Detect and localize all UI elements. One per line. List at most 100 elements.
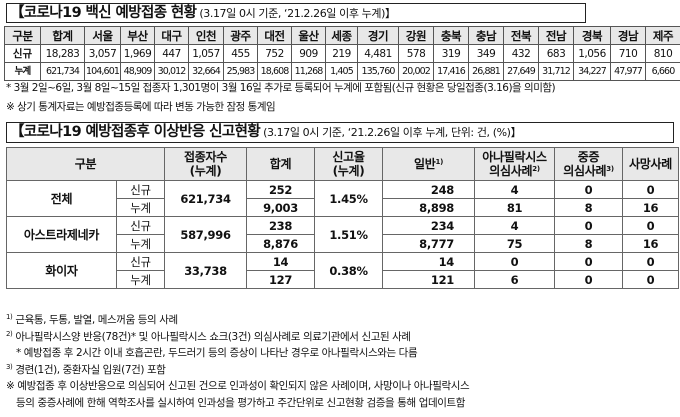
vaccinated-count: 33,738: [164, 252, 248, 289]
header-region: 제주: [645, 26, 680, 45]
table-cell: 319: [433, 44, 469, 63]
footnote-mark: 2): [6, 329, 13, 338]
header-text: 의심사례: [563, 164, 607, 178]
row-type: 누계: [115, 198, 166, 217]
death-count: 0: [622, 270, 680, 289]
section-title: 【코로나19 백신 예방접종 현황: [10, 5, 197, 21]
footnote-line: 1) 근육통, 두통, 발열, 메스꺼움 등의 사례: [6, 312, 678, 329]
table-cell: 47,977: [610, 62, 646, 81]
death-count: 0: [622, 180, 680, 199]
table-cell: 18,283: [40, 44, 85, 63]
table-row: 누계 127 121 6 0 0: [7, 270, 680, 289]
footnote-mark: 1): [6, 313, 13, 321]
general-count: 8,898: [382, 198, 476, 217]
general-count: 8,777: [382, 234, 476, 253]
section-subtitle: (3.17일 0시 기준, ‘21.2.26일 이후 누계, 단위: 건, (%…: [263, 126, 522, 139]
group-name: 아스트라제네카: [6, 216, 117, 253]
table-row: 아스트라제네카 신규 587,996 238 1.51% 234 4 0 0: [6, 216, 680, 253]
table-cell: 26,881: [468, 62, 504, 81]
footnote-line: 3) 경련(1건), 중환자실 입원(7건) 포함: [6, 362, 678, 379]
table-cell: 34,227: [573, 62, 611, 81]
header-vaccinated: 접종자수 (누계): [164, 147, 248, 181]
table-header-row: 구분 접종자수 (누계) 합계 신고율 (누계) 일반1) 아나필락시스 의심사례2)…: [5, 147, 680, 181]
header-region: 대전: [257, 26, 292, 45]
footnote-text: 근육통, 두통, 발열, 메스꺼움 등의 사례: [15, 314, 178, 326]
total-count: 8,876: [246, 234, 316, 253]
adverse-reaction-footnotes: 1) 근육통, 두통, 발열, 메스꺼움 등의 사례 2) 아나필락시스양 반응(…: [6, 312, 678, 412]
footnote-line: * 예방접종 후 2시간 이내 호흡곤란, 두드러기 등의 증상이 나타난 경우…: [6, 345, 678, 362]
table-cell: 11,268: [291, 62, 326, 81]
header-region: 충북: [433, 26, 469, 45]
total-count: 14: [246, 252, 316, 271]
footnote-line: 등의 중증사례에 한해 역학조사를 실시하여 인과성을 평가하고 주간단위로 신…: [6, 395, 678, 412]
header-general: 일반1): [382, 147, 476, 181]
anaphylaxis-count: 0: [474, 252, 556, 271]
total-count: 238: [246, 216, 316, 235]
footnote-mark: 2): [532, 165, 540, 173]
vaccination-notes: * 3월 2일~6일, 3월 8일~15일 접종자 1,301명이 3월 16일…: [6, 79, 676, 117]
section-title: 【코로나19 예방접종후 이상반응 신고현황: [10, 124, 261, 140]
row-label: 누계: [4, 62, 41, 81]
death-count: 0: [622, 252, 680, 271]
header-region: 강원: [398, 26, 434, 45]
header-region: 전남: [538, 26, 574, 45]
table-cell: 3,057: [84, 44, 121, 63]
table-cell: 25,983: [223, 62, 258, 81]
table-cell: 447: [154, 44, 189, 63]
vaccinated-count: 587,996: [164, 216, 248, 253]
table-cell: 1,969: [120, 44, 155, 63]
header-region: 전북: [503, 26, 539, 45]
table-cell: 683: [538, 44, 574, 63]
row-label: 신규: [4, 44, 41, 63]
row-type: 누계: [115, 270, 166, 289]
header-anaphylaxis: 아나필락시스 의심사례2): [474, 147, 556, 181]
table-row: 누계 8,876 8,777 75 8 16: [7, 234, 680, 253]
table-cell: 32,664: [188, 62, 224, 81]
adverse-reaction-title: 【코로나19 예방접종후 이상반응 신고현황 (3.17일 0시 기준, ‘21…: [6, 122, 674, 143]
row-type: 누계: [115, 234, 166, 253]
table-cell: 432: [503, 44, 539, 63]
header-region: 대구: [154, 26, 189, 45]
table-cell: 578: [398, 44, 434, 63]
footnote-line: ※ 예방접종 후 이상반응으로 의심되어 신고된 건으로 인과성이 확인되지 않…: [6, 378, 678, 395]
header-region: 인천: [188, 26, 224, 45]
footnote-mark: 3): [6, 362, 13, 371]
header-region: 울산: [291, 26, 326, 45]
report-rate: 0.38%: [314, 252, 384, 289]
adverse-reaction-table: 구분 접종자수 (누계) 합계 신고율 (누계) 일반1) 아나필락시스 의심사례2)…: [5, 147, 680, 289]
vaccination-table: 구분 합계 서울 부산 대구 인천 광주 대전 울산 세종 경기 강원 충북 충남 전북 전남 경북 경남 제주 신규…: [4, 26, 680, 81]
table-cell: 104,601: [84, 62, 121, 81]
header-text: 일반: [414, 157, 436, 171]
table-cell: 455: [223, 44, 258, 63]
header-text: 신고율: [332, 150, 365, 164]
header-region: 합계: [40, 26, 85, 45]
note-line: * 3월 2일~6일, 3월 8일~15일 접종자 1,301명이 3월 16일…: [6, 82, 556, 94]
death-count: 16: [622, 234, 680, 253]
note-line: ※ 상기 통계자료는 예방접종등록에 따라 변동 가능한 잠정 통계임: [6, 101, 276, 113]
general-count: 248: [382, 180, 476, 199]
footnote-text: * 예방접종 후 2시간 이내 호흡곤란, 두드러기 등의 증상이 나타난 경우…: [16, 347, 418, 360]
header-text: (누계): [189, 164, 222, 178]
total-count: 9,003: [246, 198, 316, 217]
group-name: 화이자: [6, 252, 117, 289]
total-count: 252: [246, 180, 316, 199]
table-cell: 1,056: [573, 44, 611, 63]
footnote-mark: 3): [606, 165, 614, 173]
header-text: 의심사례: [489, 164, 533, 178]
section-subtitle: (3.17일 0시 기준, ‘21.2.26일 이후 누계)】: [199, 7, 396, 20]
table-cell: 909: [291, 44, 326, 63]
header-region: 경기: [357, 26, 399, 45]
report-rate: 1.45%: [314, 180, 384, 217]
header-region: 충남: [468, 26, 504, 45]
table-cell: 1,405: [325, 62, 358, 81]
table-cell: 752: [257, 44, 292, 63]
anaphylaxis-count: 81: [474, 198, 556, 217]
header-text: 접종자수: [184, 150, 227, 164]
general-count: 14: [382, 252, 476, 271]
severe-count: 0: [554, 270, 624, 289]
table-cell: 349: [468, 44, 504, 63]
row-type: 신규: [115, 252, 166, 271]
table-cell: 17,416: [433, 62, 469, 81]
severe-count: 0: [554, 252, 624, 271]
footnote-mark: 1): [435, 158, 444, 166]
